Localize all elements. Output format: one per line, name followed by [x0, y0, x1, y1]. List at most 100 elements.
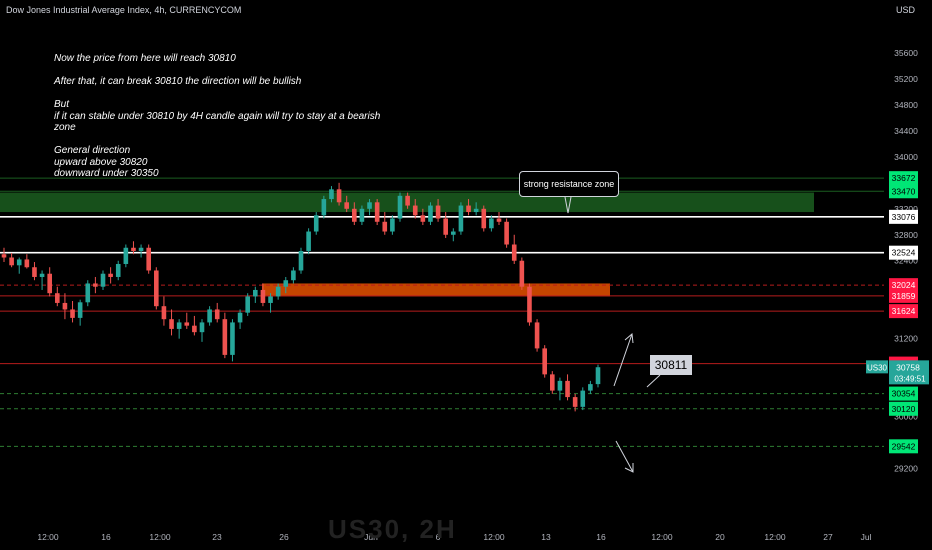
candle-body: [565, 380, 570, 398]
price-label-box: [889, 288, 918, 303]
price-label-box: [889, 171, 918, 186]
time-tick-label: 12:00: [764, 532, 786, 542]
candle-body: [489, 218, 494, 229]
candle-body: [550, 374, 555, 391]
candle-body: [321, 199, 327, 216]
price-label-box: [889, 184, 918, 199]
supply-zone: [262, 283, 610, 297]
candle-body: [352, 208, 357, 222]
time-axis[interactable]: 12:00 16 12:00 23 26 Jun 6 12:00 13 16 12:00 20 12:0…: [37, 532, 871, 542]
arrow-up: [613, 333, 633, 387]
price-tick-label: 33200: [894, 204, 918, 214]
candle-body: [199, 322, 205, 333]
candle-body: [595, 367, 601, 385]
time-tick-label: 23: [212, 532, 222, 542]
price-label-text: 29542: [892, 441, 916, 451]
candle-body: [85, 283, 91, 303]
candle-body: [451, 231, 456, 235]
resistance-callout[interactable]: strong resistance zone: [519, 171, 619, 197]
price-label-box: [889, 439, 918, 454]
candle-body: [405, 195, 410, 206]
currency-label[interactable]: USD: [896, 5, 916, 15]
price-label-box: [889, 401, 918, 416]
candle-body: [291, 270, 296, 281]
time-tick-label: 12:00: [483, 532, 505, 542]
candle-body: [527, 286, 532, 323]
target-price-box[interactable]: 30811: [650, 355, 692, 375]
time-tick-label: Jun: [364, 532, 378, 542]
candle-body: [572, 397, 578, 407]
candle-body: [390, 218, 395, 232]
candle-body: [504, 221, 509, 245]
candle-body: [329, 189, 334, 200]
note-line: upward above 30820: [54, 156, 148, 168]
note-line: zone: [54, 122, 76, 133]
candle-body: [268, 296, 273, 303]
arrow-down: [615, 440, 634, 473]
price-label-text: 32524: [892, 248, 916, 258]
candle-body: [77, 302, 83, 318]
candle-body: [47, 273, 52, 294]
symbol-title[interactable]: Dow Jones Industrial Average Index, 4h, …: [6, 5, 242, 15]
price-tick-label: 32400: [894, 256, 918, 266]
candle-body: [435, 205, 441, 219]
candle-body: [420, 215, 426, 222]
candle-body: [283, 280, 289, 287]
candle-body: [443, 218, 448, 235]
candle-body: [588, 384, 593, 391]
candle-body: [9, 257, 14, 266]
symbol-badge: [866, 360, 888, 374]
candle-body: [169, 319, 174, 329]
projection-arrows: [564, 196, 661, 473]
candle-body: [24, 259, 30, 268]
candle-body: [230, 322, 235, 355]
price-label-text: 33470: [892, 186, 916, 196]
arrow-head: [624, 333, 634, 344]
candles-layer: [1, 182, 601, 412]
time-tick-label: 20: [715, 532, 725, 542]
candle-body: [214, 309, 220, 320]
candle-body: [481, 208, 487, 229]
time-tick-label: 16: [596, 532, 606, 542]
candle-body: [245, 296, 250, 313]
zones-layer: [0, 192, 814, 297]
candle-body: [496, 218, 502, 222]
candle-body: [344, 202, 349, 209]
candle-body: [557, 380, 563, 391]
candle-body: [70, 309, 75, 318]
candle-body: [298, 251, 304, 271]
candle-body: [207, 309, 212, 323]
time-tick-label: 26: [279, 532, 289, 542]
candle-body: [222, 319, 228, 355]
candle-body: [466, 205, 471, 213]
candle-body: [146, 247, 151, 271]
candle-body: [176, 322, 182, 329]
candle-body: [511, 244, 517, 261]
pointer-line: [646, 374, 661, 388]
price-tick-label: 34800: [894, 100, 918, 110]
candle-body: [412, 205, 418, 216]
current-price-box: [889, 360, 929, 385]
price-label-box: [889, 209, 918, 224]
time-tick-label: 16: [101, 532, 111, 542]
price-label-text: 30354: [892, 389, 916, 399]
time-tick-label: 13: [541, 532, 551, 542]
analysis-note[interactable]: Now the price from here will reach 30810…: [54, 53, 384, 180]
candle-body: [428, 205, 433, 222]
symbol-badge-text: US30: [867, 363, 888, 372]
candle-body: [397, 195, 403, 219]
candle-body: [313, 215, 319, 232]
price-labels-layer: 3367233470330763252432024318593162430816…: [866, 171, 929, 454]
note-line: if it can stable under 30810 by 4H candl…: [54, 110, 381, 122]
time-tick-label: 12:00: [37, 532, 59, 542]
candle-body: [336, 189, 342, 203]
candle-body: [580, 390, 586, 407]
candle-body: [382, 221, 388, 232]
note-line: After that, it can break 30810 the direc…: [54, 76, 302, 87]
candle-body: [16, 259, 22, 266]
candle-body: [154, 270, 159, 307]
price-tick-label: 34400: [894, 126, 918, 136]
time-tick-label: 12:00: [651, 532, 673, 542]
price-tick-label: 29200: [894, 464, 918, 474]
